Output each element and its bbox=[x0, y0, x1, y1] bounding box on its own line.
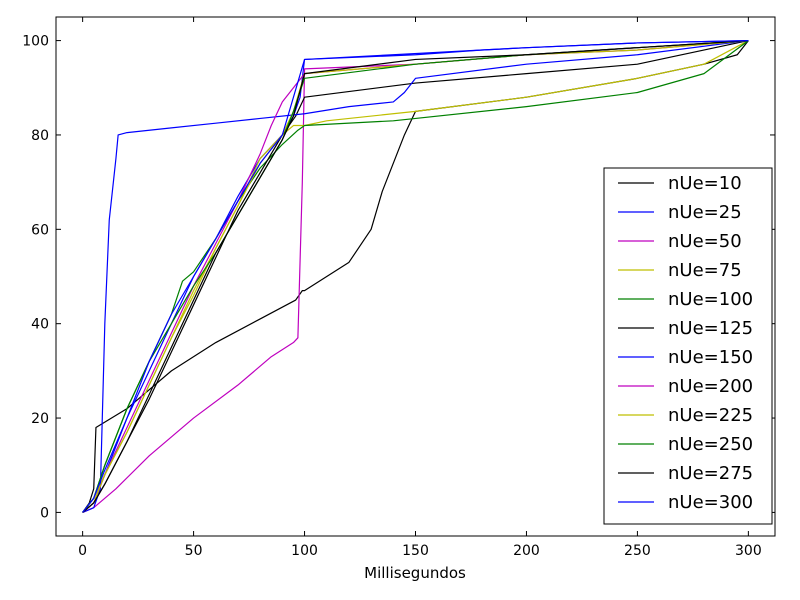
series-line-7 bbox=[82, 39, 749, 513]
legend-label: nUe=25 bbox=[668, 202, 742, 223]
series-layer bbox=[82, 39, 749, 513]
legend-label: nUe=300 bbox=[668, 492, 753, 513]
x-tick-label: 250 bbox=[624, 543, 651, 559]
legend-label: nUe=250 bbox=[668, 434, 753, 455]
x-tick-label: 300 bbox=[735, 543, 762, 559]
x-tick-label: 0 bbox=[78, 543, 87, 559]
y-tick-label: 0 bbox=[40, 505, 49, 521]
legend-label: nUe=150 bbox=[668, 347, 753, 368]
legend-label: nUe=275 bbox=[668, 463, 753, 484]
legend-label: nUe=75 bbox=[668, 260, 742, 281]
y-ticks: 0 20 40 60 80 100 bbox=[22, 34, 775, 521]
legend-label: nUe=200 bbox=[668, 376, 753, 397]
x-tick-label: 150 bbox=[402, 543, 429, 559]
y-tick-label: 20 bbox=[31, 411, 49, 427]
y-tick-label: 80 bbox=[31, 128, 49, 144]
x-ticks: 0 50 100 150 200 250 300 bbox=[78, 17, 762, 559]
legend: nUe=10 nUe=25 nUe=50 nUe=75 nUe=100 nUe=125 nU… bbox=[603, 167, 773, 525]
legend-label: nUe=50 bbox=[668, 231, 742, 252]
x-axis-label: Millisegundos bbox=[364, 564, 466, 582]
legend-label: nUe=225 bbox=[668, 405, 753, 426]
y-tick-label: 100 bbox=[22, 34, 49, 50]
legend-box bbox=[603, 167, 773, 525]
series-line-11 bbox=[82, 39, 749, 513]
legend-label: nUe=10 bbox=[668, 173, 742, 194]
series-line-12 bbox=[82, 39, 749, 513]
x-tick-label: 200 bbox=[513, 543, 540, 559]
y-tick-label: 40 bbox=[31, 317, 49, 333]
legend-label: nUe=100 bbox=[668, 289, 753, 310]
legend-label: nUe=125 bbox=[668, 318, 753, 339]
x-tick-label: 100 bbox=[291, 543, 318, 559]
x-tick-label: 50 bbox=[185, 543, 203, 559]
y-tick-label: 60 bbox=[31, 222, 49, 238]
